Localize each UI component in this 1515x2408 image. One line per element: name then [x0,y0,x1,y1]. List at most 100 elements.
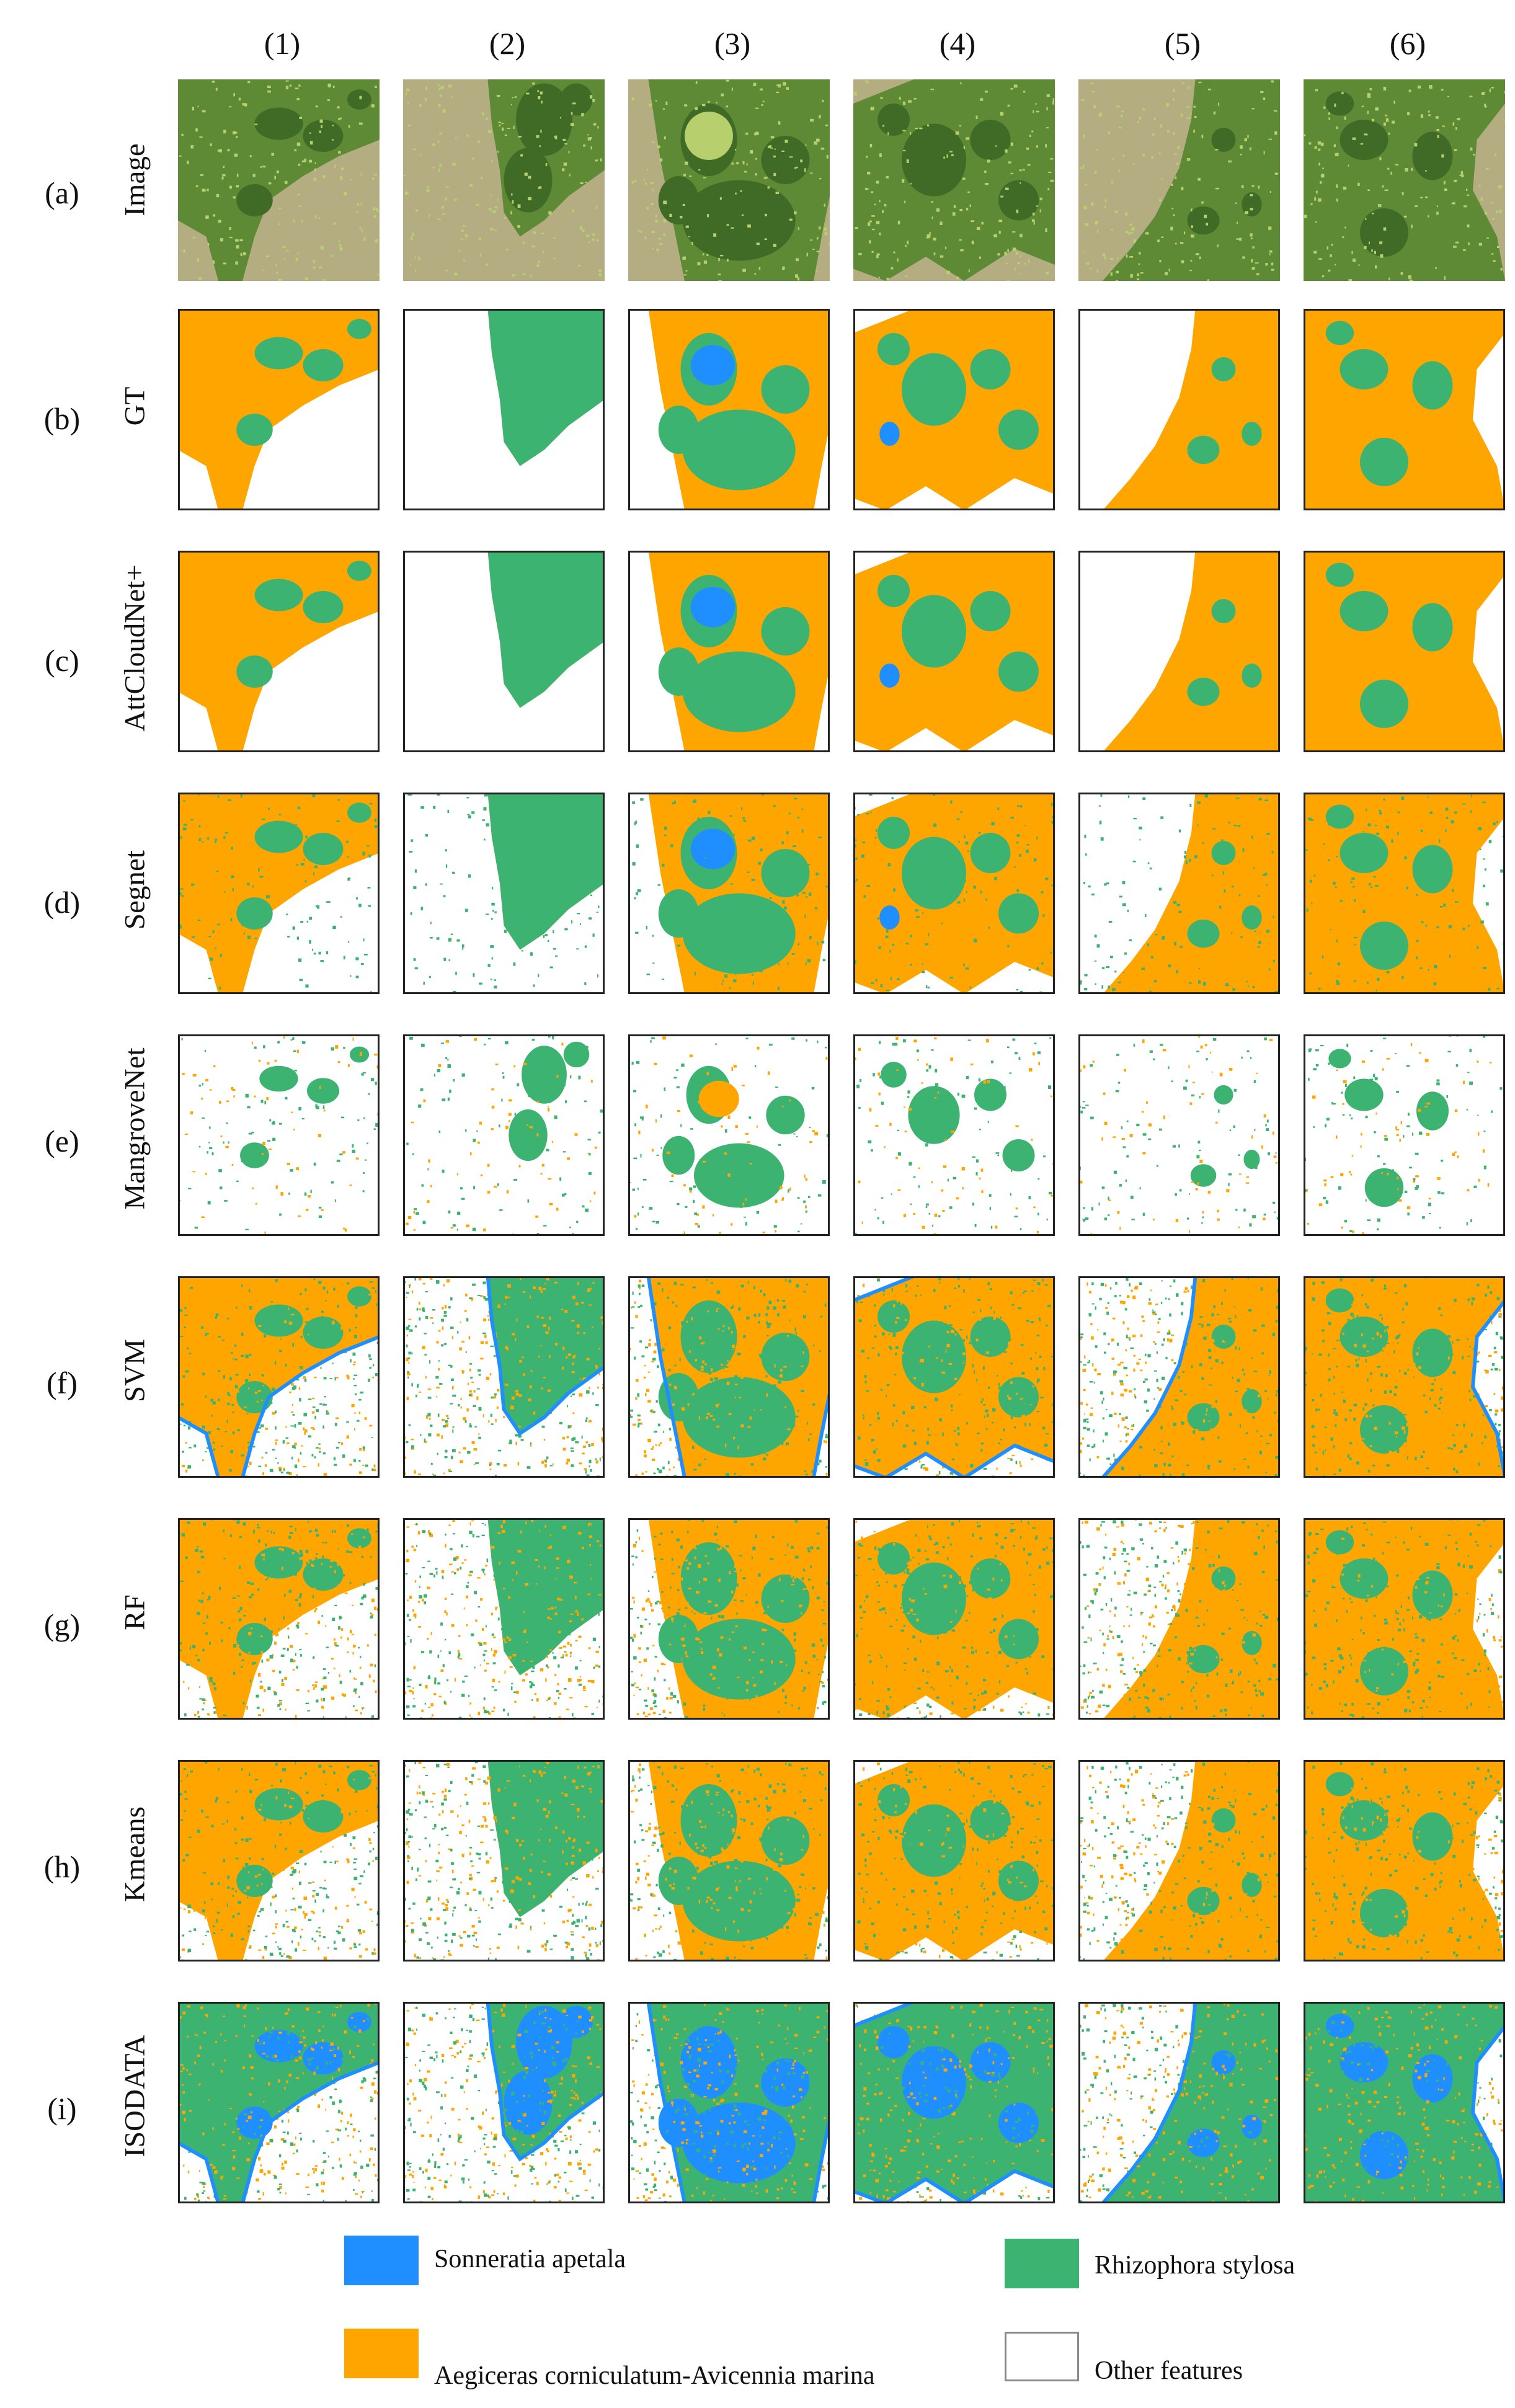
classification-map-panel [853,551,1055,752]
row-label-rf: RF [118,1594,151,1630]
green-speckle [1078,1519,1280,1720]
row-letter-d: (d) [43,885,81,920]
row-letter-b: (b) [43,401,81,436]
column-header-3: (3) [714,26,751,61]
panel-graphic [178,79,380,281]
classification-map-panel [853,1518,1055,1720]
panel-graphic [628,1518,830,1720]
panel-graphic [403,1760,605,1961]
classification-map-panel [1078,1034,1280,1236]
panel-graphic [1078,1276,1280,1478]
classification-map-panel [628,1034,830,1236]
panel-graphic [1304,551,1505,752]
panel-graphic [403,79,605,281]
panel-graphic [1078,2002,1280,2203]
row-letter-f: (f) [47,1366,78,1400]
canopy-texture [1304,85,1505,281]
panel-graphic [1078,1518,1280,1720]
classification-map-panel [853,793,1055,994]
orange-speckle [178,1276,380,1478]
noise-speckle [407,793,600,994]
green-speckle [1304,1760,1505,1961]
aerial-image-panel [853,79,1055,281]
panel-graphic [853,1034,1055,1236]
panel-graphic [853,309,1055,510]
panel-graphic [403,309,605,510]
orange-speckle [855,1761,1055,1961]
classification-map-panel [853,309,1055,510]
classification-map-panel [628,2002,830,2203]
green-speckle [629,1760,830,1961]
orange-speckle [630,1761,830,1961]
classification-map-panel [853,1034,1055,1236]
classification-map-panel [403,551,605,752]
classification-map-panel [403,2002,605,2203]
panel-graphic [178,1276,380,1478]
classification-map-panel [178,793,380,994]
panel-graphic [628,1276,830,1478]
green-speckle [404,2006,605,2203]
row-label-attcloudnet: AttCloudNet+ [118,564,151,732]
classification-map-panel [178,2002,380,2203]
classification-map-panel [403,1034,605,1236]
classification-map-panel [178,1760,380,1961]
classification-map-panel [1304,2002,1505,2203]
orange-speckle [179,1518,380,1718]
orange-speckle [403,1518,605,1720]
shoreline-misclass [853,2002,1055,2203]
shoreline-misclass [1304,1276,1505,1478]
orange-speckle [405,1037,605,1236]
classification-map-panel [1078,1276,1280,1478]
canopy-texture [853,79,1055,281]
row-label-svm: SVM [118,1339,151,1402]
panel-graphic [628,309,830,510]
classification-map-panel [178,551,380,752]
orange-speckle [178,2002,379,2200]
orange-speckle [628,1036,828,1236]
orange-speckle [632,1519,830,1720]
panel-graphic [628,793,830,994]
noise-speckle [632,793,829,994]
panel-graphic [1078,1760,1280,1961]
panel-graphic [628,2002,830,2203]
classification-map-panel [628,551,830,752]
panel-graphic [178,309,380,510]
shoreline-misclass [178,2002,380,2203]
panel-graphic [178,2002,380,2203]
panel-graphic [178,1518,380,1720]
green-speckle [403,1277,605,1478]
orange-speckle [178,1036,380,1235]
panel-graphic [853,1760,1055,1961]
classification-map-panel [1304,309,1505,510]
column-header-4: (4) [939,26,976,61]
green-speckle [406,1034,605,1236]
column-header-1: (1) [264,26,301,61]
green-speckle [629,2002,830,2203]
row-label-isodata: ISODATA [118,2035,151,2157]
panel-graphic [628,1760,830,1961]
green-speckle [1304,1518,1505,1720]
column-header-5: (5) [1164,26,1201,61]
panel-graphic [853,1276,1055,1478]
panel-graphic [1078,551,1280,752]
panel-graphic [1304,1760,1505,1961]
orange-speckle [853,2003,1055,2203]
shoreline-misclass [853,1276,1055,1478]
panel-graphic [853,2002,1055,2203]
panel-graphic [178,1760,380,1961]
panel-graphic [403,793,605,994]
legend-label-aegiceras: Aegiceras corniculatum-Avicennia marina [434,2361,875,2390]
panel-graphic [403,1034,605,1236]
aerial-image-panel [1304,79,1505,281]
classification-map-panel [1078,309,1280,510]
panel-graphic [403,1518,605,1720]
noise-speckle [854,793,1055,994]
panel-graphic [178,793,380,994]
classification-map-panel [1304,551,1505,752]
classification-map-panel [403,1518,605,1720]
orange-speckle [1078,2002,1280,2203]
row-letter-c: (c) [45,643,79,678]
orange-speckle [853,1036,1055,1236]
panel-graphic [1304,309,1505,510]
classification-map-panel [403,793,605,994]
